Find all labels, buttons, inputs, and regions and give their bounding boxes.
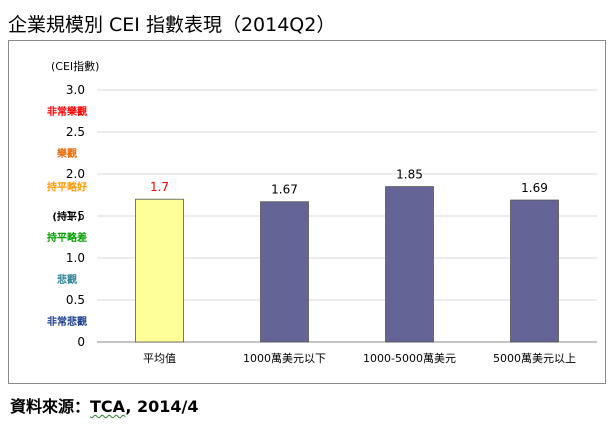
y-tick-label: 2.0 (66, 167, 85, 181)
y-tick-label: 3.0 (66, 83, 85, 97)
source-date: , 2014/4 (125, 397, 199, 416)
data-label: 1.67 (271, 183, 298, 197)
y-tick-label: 0 (77, 335, 85, 349)
y-tick-label: 1.0 (66, 251, 85, 265)
y-axis-labels: 0 0.5 1.0 1.5 2.0 2.5 3.0 (66, 83, 85, 349)
zone-label: 悲觀 (57, 273, 77, 286)
x-tick-label: 1000-5000萬美元 (363, 352, 456, 365)
bar (260, 201, 309, 343)
data-label: 1.69 (521, 181, 548, 195)
zone-label: (持平) (52, 210, 81, 223)
bar (135, 198, 184, 343)
zone-label: 非常樂觀 (47, 105, 87, 118)
x-tick-label: 平均值 (143, 352, 176, 365)
data-label: 1.85 (396, 168, 423, 182)
x-axis-labels: 平均值 1000萬美元以下 1000-5000萬美元 5000萬美元以上 (143, 352, 576, 365)
page-title: 企業規模別 CEI 指數表現（2014Q2） (8, 14, 336, 36)
source-note: 資料來源：TCA, 2014/4 (10, 393, 199, 417)
zone-label: 持平略差 (47, 231, 87, 244)
bar (510, 199, 559, 343)
chart-frame: 0 0.5 1.0 1.5 2.0 2.5 3.0 非常樂觀樂觀持平略好 (持平) 持平略差悲觀… (8, 40, 606, 384)
data-label: 1.7 (150, 180, 169, 194)
zone-label: 樂觀 (57, 147, 77, 160)
y-tick-label: 1.5 (66, 209, 85, 223)
data-labels: 1.7 1.67 1.85 1.69 (150, 168, 548, 197)
bars (135, 186, 559, 343)
zone-label: 持平略好 (47, 181, 87, 194)
x-tick-label: 5000萬美元以上 (493, 352, 576, 365)
zone-label: 非常悲觀 (47, 315, 87, 328)
bar (385, 186, 434, 343)
x-tick-label: 1000萬美元以下 (243, 352, 326, 365)
y-tick-label: 0.5 (66, 293, 85, 307)
source-label: 資料來源： (10, 397, 91, 416)
source-org: TCA (90, 397, 126, 416)
y-tick-label: 2.5 (66, 125, 85, 139)
y-axis-title: (CEI指數) (51, 59, 99, 73)
